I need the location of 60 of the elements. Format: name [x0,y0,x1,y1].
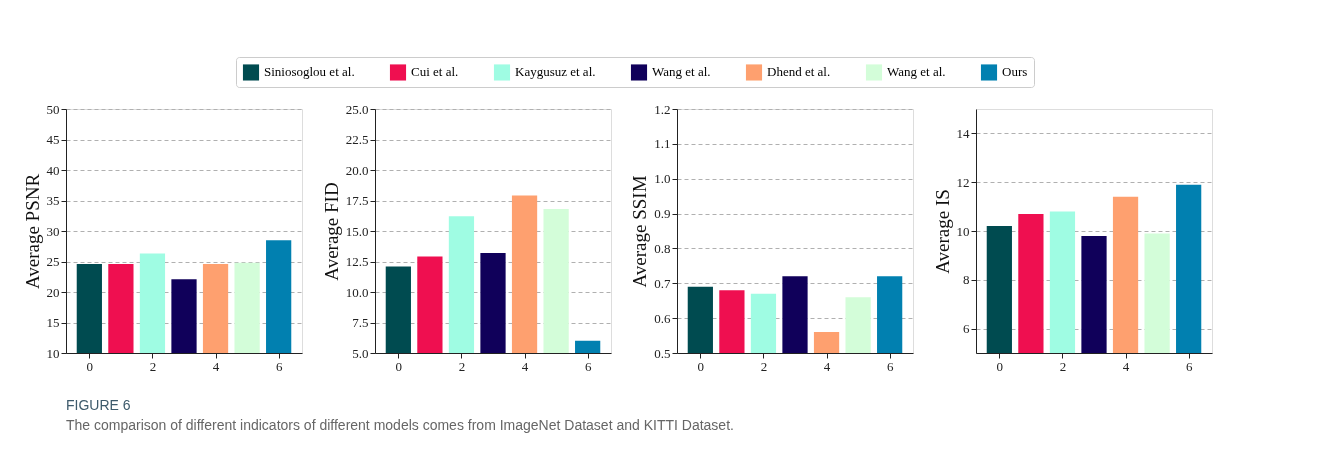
y-tick-label: 0.6 [654,310,671,326]
legend-label: Dhend et al. [767,64,831,80]
x-tick-label: 6 [275,358,283,374]
x-tick-label: 2 [1059,358,1067,374]
y-tick-label: 20.0 [345,162,369,178]
legend-label: Ours [1002,64,1028,80]
x-tick-label: 0 [395,358,403,374]
y-tick-label: 40 [46,162,60,178]
x-tick-label: 4 [212,358,220,374]
legend-label: Cui et al. [411,64,459,80]
caption: FIGURE 6 [66,397,131,413]
y-tick-label: 30 [46,223,60,239]
y-axis-title: Average PSNR [21,173,43,290]
x-tick-label: 4 [1122,358,1130,374]
x-tick-label: 2 [760,358,768,374]
y-tick-label: 50 [46,101,60,117]
y-tick-label: 0.9 [654,206,671,222]
y-tick-label: 5.0 [352,345,369,361]
y-tick-label: 10.0 [345,284,369,300]
y-tick-label: 6 [963,321,970,337]
y-tick-label: 10 [46,345,60,361]
x-tick-label: 0 [996,358,1004,374]
y-tick-label: 1.0 [654,171,671,187]
x-tick-label: 0 [697,358,705,374]
y-tick-label: 14 [956,125,970,141]
y-tick-label: 25.0 [345,101,369,117]
y-tick-label: 22.5 [345,132,369,147]
x-tick-label: 0 [86,358,94,374]
y-tick-label: 12.5 [345,254,369,269]
x-tick-label: 6 [584,358,592,374]
y-tick-label: 17.5 [345,193,369,208]
legend-label: Wang et al. [887,64,946,80]
y-axis-title: Average FID [320,182,342,281]
legend-label: Kaygusuz et al. [515,64,596,80]
y-tick-label: 1.1 [654,136,671,152]
y-tick-label: 0.7 [654,275,671,291]
y-tick-label: 45 [46,132,60,147]
y-axis-title: Average SSIM [629,175,651,288]
x-tick-label: 6 [886,358,894,374]
y-tick-label: 10 [956,223,970,239]
y-tick-label: 12 [956,174,970,190]
text: The comparison of different indicators of different models comes from ImageNet Dataset and KITTI Dataset. [66,417,734,433]
y-tick-label: 35 [46,193,60,208]
y-tick-label: 8 [963,272,970,288]
y-tick-label: 25 [46,254,60,269]
x-tick-label: 4 [823,358,831,374]
y-tick-label: 15 [46,315,60,330]
y-tick-label: 15.0 [345,223,369,239]
y-tick-label: 7.5 [352,315,369,330]
y-tick-label: 0.5 [654,345,671,361]
y-tick-label: 20 [46,284,60,300]
y-tick-label: 1.2 [654,101,671,117]
x-tick-label: 6 [1185,358,1193,374]
y-axis-title: Average IS [931,189,953,274]
legend-label: Siniosoglou et al. [264,64,355,80]
y-tick-label: 0.8 [654,240,671,256]
legend-label: Wang et al. [652,64,711,80]
x-tick-label: 4 [521,358,529,374]
x-tick-label: 2 [458,358,466,374]
x-tick-label: 2 [149,358,157,374]
